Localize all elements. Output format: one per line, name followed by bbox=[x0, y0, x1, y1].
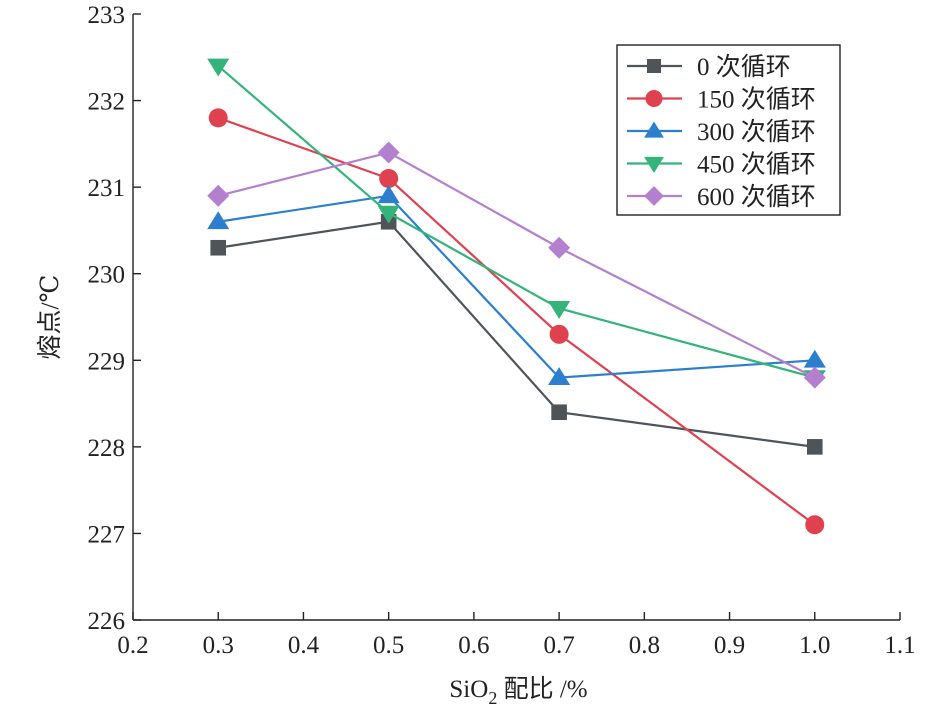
data-point bbox=[210, 239, 227, 256]
y-tick-label: 231 bbox=[88, 175, 126, 202]
data-point bbox=[377, 141, 400, 164]
y-axis-title: 熔点/℃ bbox=[36, 275, 64, 360]
x-axis-title: SiO2 配比 /% bbox=[449, 675, 587, 708]
y-tick-label: 233 bbox=[88, 2, 126, 29]
series-line bbox=[218, 220, 815, 448]
data-point bbox=[549, 324, 569, 344]
data-point bbox=[803, 366, 826, 389]
axes: 0.2 0.3 0.4 0.5 0.6 0.7 0.8 0.9 1.0 1.1 226 227 228 2… bbox=[36, 2, 916, 708]
y-tick-label: 227 bbox=[88, 521, 126, 548]
x-tick-label: 0.8 bbox=[629, 632, 660, 659]
legend-item: 0 次循环 bbox=[627, 53, 791, 81]
legend-label: 300 次循环 bbox=[697, 118, 816, 146]
data-point bbox=[207, 184, 230, 207]
x-tick-label: 0.3 bbox=[203, 632, 234, 659]
x-axis-title-prefix: SiO bbox=[449, 676, 488, 703]
x-axis-title-subscript: 2 bbox=[488, 688, 497, 708]
data-point bbox=[207, 211, 230, 230]
data-point bbox=[207, 58, 230, 77]
series-layer bbox=[207, 58, 826, 535]
series-2 bbox=[207, 185, 826, 385]
series-line bbox=[217, 151, 816, 379]
legend-marker bbox=[644, 186, 664, 206]
data-point bbox=[548, 236, 571, 259]
series-line bbox=[218, 194, 815, 379]
series-line bbox=[217, 65, 816, 379]
x-tick-label: 0.9 bbox=[714, 632, 745, 659]
data-point bbox=[379, 168, 399, 188]
legend-item: 450 次循环 bbox=[627, 151, 816, 179]
x-tick-label: 0.6 bbox=[458, 632, 489, 659]
series-line bbox=[217, 116, 816, 526]
data-point bbox=[208, 108, 228, 128]
x-axis-title-suffix: 配比 /% bbox=[497, 675, 587, 703]
x-tick-label: 0.7 bbox=[543, 632, 574, 659]
legend-marker bbox=[645, 89, 663, 108]
legend-label: 600 次循环 bbox=[697, 183, 816, 211]
y-tick-label: 226 bbox=[88, 608, 126, 635]
legend: 0 次循环 150 次循环 300 次循环 450 次循环 600 次循环 bbox=[616, 44, 841, 216]
y-tick-label: 230 bbox=[88, 262, 126, 289]
legend-marker bbox=[644, 156, 664, 173]
x-tick-label: 1.1 bbox=[884, 632, 915, 659]
data-point bbox=[803, 349, 826, 368]
y-tick-label: 232 bbox=[88, 89, 126, 116]
legend-item: 600 次循环 bbox=[627, 183, 816, 211]
data-point bbox=[551, 404, 567, 421]
data-point bbox=[806, 439, 823, 455]
series-1 bbox=[208, 108, 825, 535]
series-4 bbox=[207, 141, 826, 389]
legend-marker bbox=[644, 121, 664, 138]
legend-label: 450 次循环 bbox=[697, 151, 816, 179]
legend-label: 0 次循环 bbox=[697, 53, 791, 81]
legend-marker bbox=[646, 58, 662, 74]
data-point bbox=[805, 515, 825, 535]
legend-label: 150 次循环 bbox=[697, 86, 816, 114]
x-tick-label: 1.0 bbox=[799, 632, 830, 659]
data-point bbox=[377, 185, 400, 204]
legend-item: 300 次循环 bbox=[627, 118, 816, 146]
data-point bbox=[548, 367, 571, 385]
legend-item: 150 次循环 bbox=[627, 86, 816, 114]
x-tick-label: 0.2 bbox=[117, 632, 148, 659]
data-point bbox=[377, 205, 400, 224]
y-tick-label: 229 bbox=[88, 348, 126, 375]
x-tick-label: 0.4 bbox=[288, 632, 320, 659]
x-tick-label: 0.5 bbox=[373, 632, 404, 659]
data-point bbox=[548, 300, 571, 319]
y-tick-label: 228 bbox=[88, 435, 126, 462]
